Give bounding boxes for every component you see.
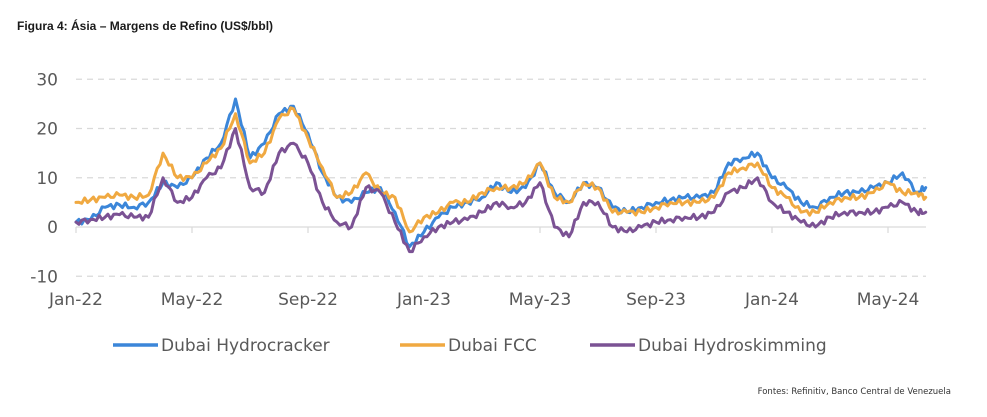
y-tick-label: 20 — [36, 120, 58, 140]
y-axis-ticks: 30 20 10 0 -10 — [30, 70, 58, 287]
legend-label: Dubai Hydroskimming — [638, 336, 827, 356]
x-tick-label: Jan-23 — [396, 290, 451, 310]
legend-item: Dubai FCC — [400, 336, 537, 356]
y-tick-label: 30 — [36, 70, 58, 90]
y-tick-label: -10 — [30, 267, 58, 287]
legend: Dubai Hydrocracker Dubai FCC Dubai Hydrosk… — [113, 336, 827, 356]
x-tick-label: May-23 — [509, 290, 572, 310]
x-tick-label: May-22 — [161, 290, 224, 310]
legend-label: Dubai Hydrocracker — [161, 336, 330, 356]
series-line-dubai-hydroskimming — [74, 127, 928, 254]
legend-item: Dubai Hydrocracker — [113, 336, 330, 356]
y-tick-label: 0 — [47, 218, 58, 238]
series-lines — [74, 97, 928, 254]
series-line-dubai-fcc — [74, 106, 928, 234]
legend-item: Dubai Hydroskimming — [590, 336, 827, 356]
x-tick-label: Sep-23 — [626, 290, 686, 310]
legend-label: Dubai FCC — [448, 336, 537, 356]
series-line-dubai-hydrocracker — [74, 97, 928, 249]
x-tick-label: Jan-22 — [48, 290, 103, 310]
x-tick-label: May-24 — [857, 290, 920, 310]
x-tick-label: Jan-24 — [744, 290, 799, 310]
source-note: Fontes: Refinitiv, Banco Central de Vene… — [757, 387, 951, 397]
gridlines — [76, 78, 926, 277]
y-tick-label: 10 — [36, 169, 58, 189]
x-tick-label: Sep-22 — [278, 290, 338, 310]
figure-title: Figura 4: Ásia – Margens de Refino (US$/… — [17, 19, 274, 33]
x-axis: Jan-22 May-22 Sep-22 Jan-23 May-23 Sep-23 Jan-… — [48, 227, 919, 310]
